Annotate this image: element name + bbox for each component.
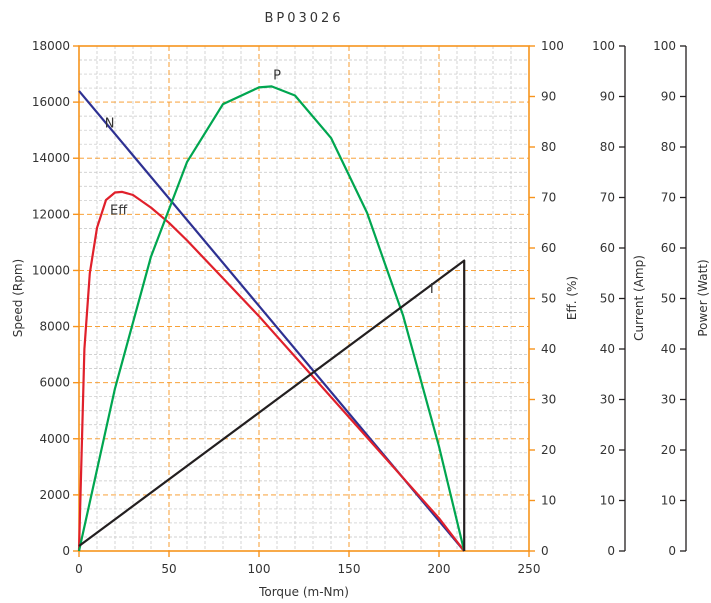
y-tick-label: 18000 — [32, 39, 70, 53]
y-tick-label: 14000 — [32, 151, 70, 165]
y-tick-label: 100 — [653, 39, 676, 53]
series-label-eff: Eff — [110, 203, 128, 218]
y-tick-label: 100 — [541, 39, 564, 53]
y-tick-label: 4000 — [39, 432, 70, 446]
y-tick-label: 12000 — [32, 207, 70, 221]
y-tick-label: 10 — [600, 494, 615, 508]
y-axis-speed: 0 2000 4000 6000 8000 10000 12000 14000 16000 180… — [32, 39, 79, 558]
x-tick-label: 50 — [161, 562, 176, 576]
y-tick-label: 30 — [661, 393, 676, 407]
y-tick-label: 20 — [600, 443, 615, 457]
y-axis-current: 0 10 20 30 40 50 60 70 80 90 100 — [592, 39, 626, 558]
y-tick-label: 60 — [541, 241, 556, 255]
x-tick-label: 0 — [75, 562, 83, 576]
y-tick-label: 2000 — [39, 488, 70, 502]
y-tick-label: 6000 — [39, 376, 70, 390]
y-tick-label: 70 — [661, 191, 676, 205]
y-tick-label: 60 — [600, 241, 615, 255]
y-tick-label: 30 — [600, 393, 615, 407]
x-tick-label: 150 — [338, 562, 361, 576]
y-tick-label: 10 — [541, 494, 556, 508]
y-tick-label: 20 — [541, 443, 556, 457]
y-tick-label: 90 — [541, 90, 556, 104]
y-axis-power: 0 10 20 30 40 50 60 70 80 90 100 — [653, 39, 687, 558]
y-tick-label: 90 — [661, 90, 676, 104]
y-tick-label: 50 — [661, 292, 676, 306]
y-tick-label: 30 — [541, 393, 556, 407]
y-axis-speed-label: Speed (Rpm) — [11, 259, 25, 337]
x-tick-label: 250 — [518, 562, 541, 576]
y-tick-label: 100 — [592, 39, 615, 53]
series-label-p: P — [273, 69, 281, 84]
y-tick-label: 80 — [661, 140, 676, 154]
y-axis-power-label: Power (Watt) — [696, 259, 710, 336]
series-label-i: I — [430, 282, 434, 297]
x-axis-ticks: 0 50 100 150 200 250 — [75, 551, 540, 576]
y-tick-label: 16000 — [32, 95, 70, 109]
y-tick-label: 90 — [600, 90, 615, 104]
y-tick-label: 10000 — [32, 263, 70, 277]
y-tick-label: 60 — [661, 241, 676, 255]
grid-major — [79, 46, 529, 551]
grid-minor — [79, 46, 529, 551]
y-tick-label: 20 — [661, 443, 676, 457]
y-tick-label: 0 — [668, 544, 676, 558]
y-tick-label: 40 — [661, 342, 676, 356]
y-tick-label: 10 — [661, 494, 676, 508]
y-tick-label: 70 — [541, 191, 556, 205]
y-tick-label: 0 — [607, 544, 615, 558]
y-tick-label: 40 — [600, 342, 615, 356]
y-tick-label: 0 — [541, 544, 549, 558]
series-group: N Eff P I — [77, 69, 466, 552]
y-tick-label: 40 — [541, 342, 556, 356]
y-tick-label: 50 — [541, 292, 556, 306]
x-tick-label: 100 — [248, 562, 271, 576]
x-axis-label: Torque (m-Nm) — [258, 585, 349, 599]
y-axis-eff-label: Eff. (%) — [565, 276, 579, 320]
y-tick-label: 8000 — [39, 320, 70, 334]
series-line-p — [77, 85, 466, 552]
y-tick-label: 50 — [600, 292, 615, 306]
chart-title: BP03026 — [264, 11, 343, 26]
y-tick-label: 70 — [600, 191, 615, 205]
series-line-eff — [77, 190, 466, 552]
y-tick-label: 80 — [600, 140, 615, 154]
x-tick-label: 200 — [428, 562, 451, 576]
y-tick-label: 0 — [62, 544, 70, 558]
series-line-i — [78, 259, 466, 551]
y-tick-label: 80 — [541, 140, 556, 154]
series-label-n: N — [105, 116, 115, 131]
y-axis-current-label: Current (Amp) — [632, 255, 646, 341]
y-axis-eff: 0 10 20 30 40 50 60 70 80 90 100 — [529, 39, 564, 558]
